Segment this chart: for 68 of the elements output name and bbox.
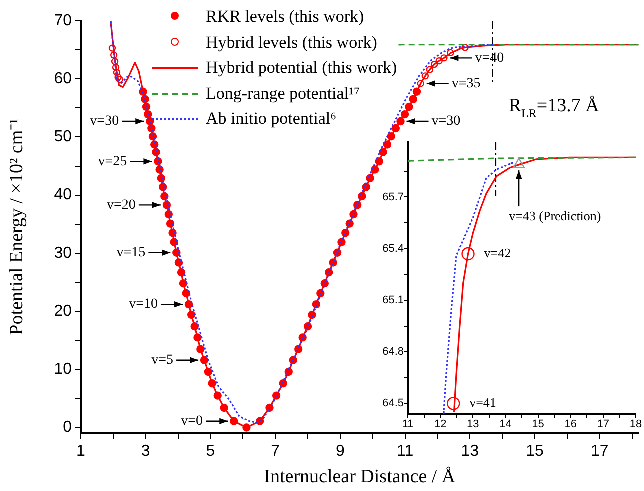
annotation: v=0 (181, 414, 204, 430)
point (112, 64, 120, 72)
x-tick-label: 15 (526, 443, 544, 460)
y-tick-label: 65.4 (382, 242, 404, 255)
x-tick-label: 1 (76, 443, 86, 460)
point (417, 80, 424, 88)
point (114, 74, 122, 81)
x-tick-label: 18 (630, 418, 642, 431)
legend-label: Ab initio potential⁶ (206, 108, 337, 130)
x-tick-label: 13 (461, 443, 480, 460)
annotation: v=30 (432, 114, 461, 130)
annotation: v=25 (98, 154, 128, 170)
annotation: v=41 (470, 395, 496, 410)
point (462, 247, 475, 261)
point (513, 158, 525, 168)
x-tick-label: 17 (590, 443, 609, 460)
y-tick-label: 40 (54, 186, 72, 204)
annotation: v=20 (107, 198, 136, 213)
x-tick-label: 11 (397, 443, 414, 460)
annotation: v=15 (116, 246, 146, 261)
y-tick-label: 64.8 (382, 346, 404, 358)
annotation: v=42 (484, 245, 512, 260)
point (426, 66, 434, 74)
point (116, 76, 124, 84)
y-tick-label: 0 (63, 419, 72, 436)
y-tick-label: 20 (54, 302, 72, 320)
point (436, 57, 443, 65)
annotation: v=30 (90, 114, 120, 130)
legend-label: RKR levels (this work) (206, 6, 364, 28)
x-tick-label: 14 (500, 418, 512, 431)
y-tick-label: 65.7 (382, 191, 404, 204)
annotation: v=35 (452, 76, 481, 92)
annotation: v=5 (152, 353, 174, 368)
y-axis-title: Potential Energy / ×10² cm⁻¹ (6, 118, 28, 336)
x-tick-label: 17 (597, 418, 610, 431)
x-axis-title: Internuclear Distance / Å (264, 466, 456, 488)
x-tick-label: 12 (434, 418, 447, 431)
x-tick-label: 3 (141, 443, 150, 460)
point (440, 54, 448, 62)
x-tick-label: 5 (206, 443, 216, 460)
point (430, 60, 438, 68)
y-tick-label: 50 (54, 128, 72, 146)
legend-label: Long-range potential¹⁷ (206, 82, 360, 105)
legend-label: Hybrid levels (this work) (206, 32, 378, 54)
point (111, 58, 119, 66)
point (108, 44, 116, 52)
y-tick-label: 10 (54, 361, 72, 378)
y-tick-label: 60 (54, 70, 72, 88)
annotation: v=43 (Prediction) (509, 208, 602, 224)
point (462, 44, 469, 52)
y-tick-label: 70 (54, 12, 72, 30)
x-tick-label: 13 (467, 418, 480, 431)
y-tick-label: 65.1 (382, 294, 404, 306)
x-tick-label: 9 (336, 443, 345, 460)
legend-label: Hybrid potential (this work) (206, 57, 398, 79)
y-tick-label: 30 (54, 244, 72, 262)
x-tick-label: 7 (271, 443, 280, 460)
annotation: v=10 (129, 297, 158, 312)
x-tick-label: 11 (402, 418, 414, 431)
point (422, 72, 430, 80)
point (110, 52, 118, 59)
point (113, 69, 121, 76)
point (447, 397, 460, 410)
x-tick-label: 15 (532, 418, 544, 431)
y-tick-label: 64.5 (382, 398, 404, 410)
x-tick-label: 16 (564, 418, 577, 431)
annotation: v=40 (475, 50, 504, 66)
point (447, 49, 454, 57)
